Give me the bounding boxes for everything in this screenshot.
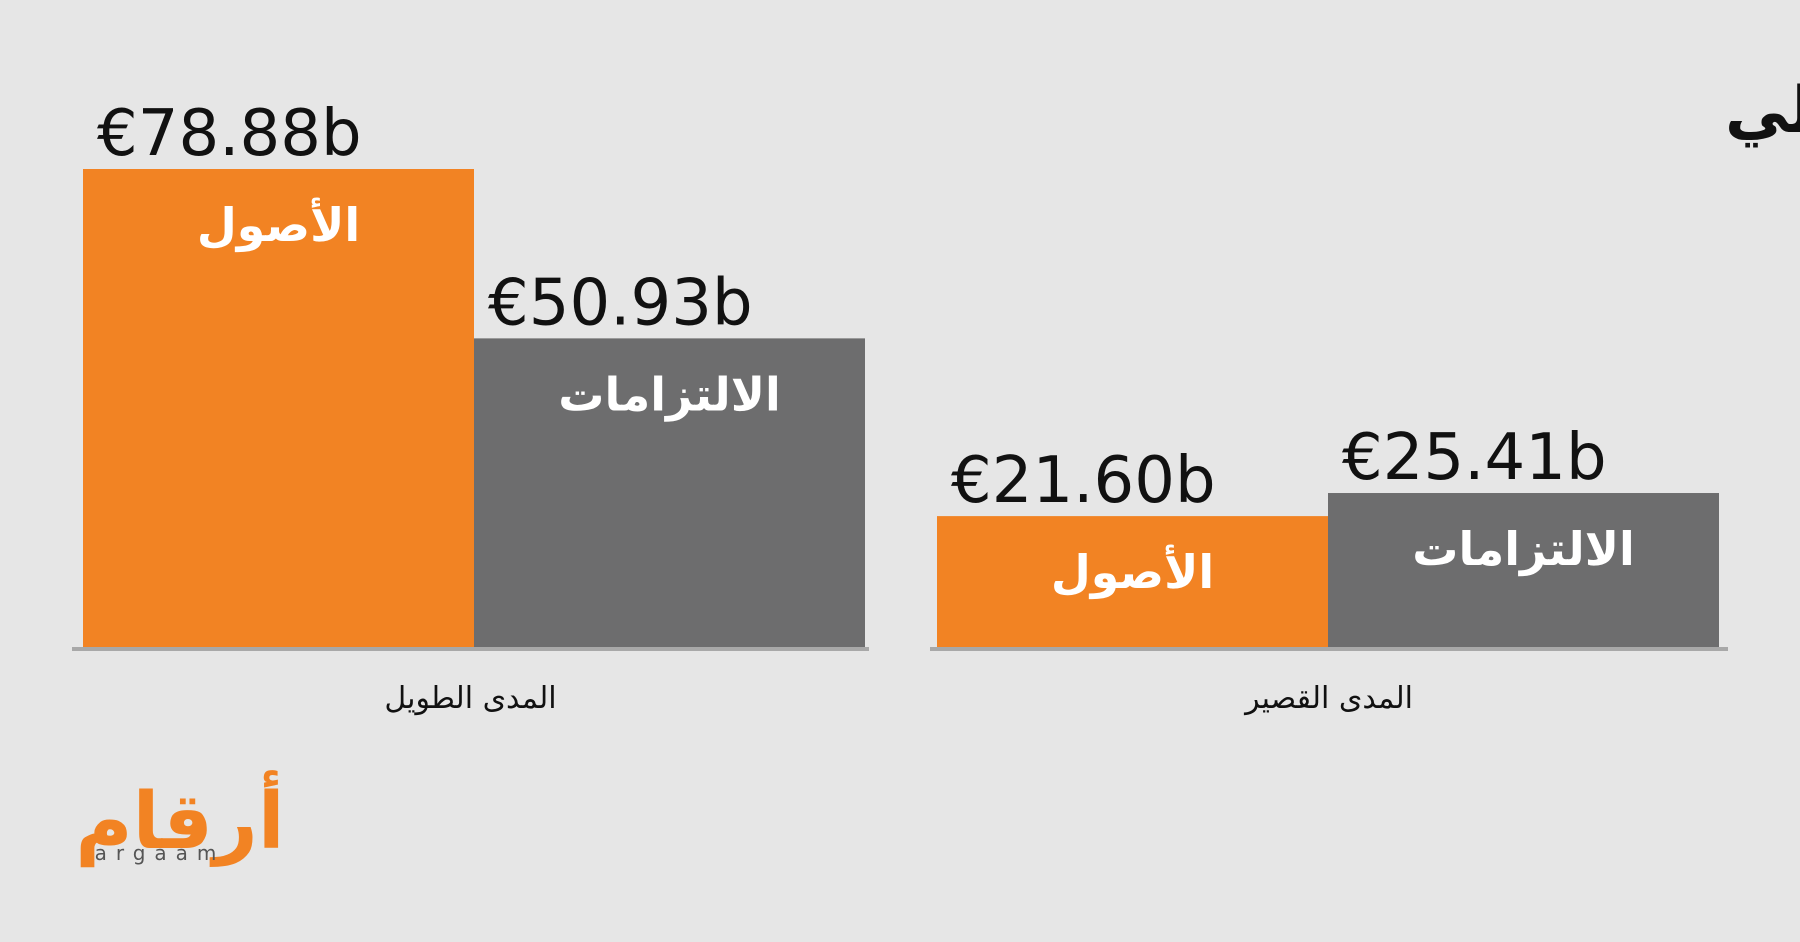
- bar-series-label: الالتزامات: [558, 367, 780, 421]
- value-label: €21.60b: [951, 444, 1216, 518]
- bar-series-label: الأصول: [1051, 544, 1214, 599]
- logo-text: أرقام: [75, 770, 284, 867]
- value-label: €78.88b: [97, 97, 362, 171]
- bar: [937, 516, 1328, 647]
- logo: أرقام argaam: [75, 770, 284, 867]
- chart-title: تحليل المركز المالي: [1725, 74, 1800, 148]
- logo-subtext: argaam: [95, 841, 226, 865]
- value-label: €50.93b: [488, 266, 753, 340]
- bar: [474, 338, 865, 647]
- x-tick-label: المدى القصير: [1243, 681, 1413, 716]
- value-label: €25.41b: [1342, 421, 1607, 495]
- bar: [83, 169, 474, 647]
- bar-series-label: الأصول: [197, 197, 360, 252]
- x-tick-label: المدى الطويل: [384, 681, 556, 716]
- bar: [1328, 493, 1719, 647]
- bar-series-label: الالتزامات: [1412, 522, 1634, 576]
